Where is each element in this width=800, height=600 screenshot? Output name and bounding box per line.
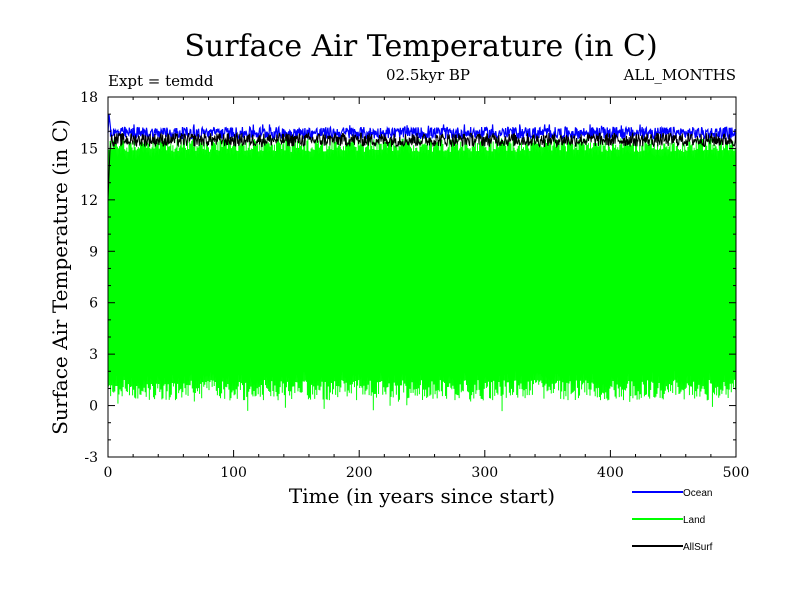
y-tick-label: 12: [80, 193, 98, 209]
x-tick-label: 100: [220, 465, 247, 481]
axis-layer: 0 100 200 300 400 500 -3 0 3 6 9 12 15 18: [80, 90, 749, 481]
y-tick-label: 15: [80, 141, 98, 157]
series-line-land: [107, 138, 737, 412]
y-axis-label: Surface Air Temperature (in C): [48, 119, 72, 435]
series-line-allsurf: [107, 131, 737, 200]
y-tick-label: 0: [89, 399, 98, 415]
experiment-label: Expt = temdd: [108, 72, 214, 90]
series-line-ocean: [107, 114, 737, 141]
x-axis-label: Time (in years since start): [289, 484, 555, 508]
y-tick-label: -3: [84, 450, 98, 466]
y-tick-label: 18: [80, 90, 98, 106]
x-tick-label: 500: [723, 465, 750, 481]
series-layer: [107, 114, 737, 412]
chart-title: Surface Air Temperature (in C): [184, 29, 657, 64]
y-tick-label: 3: [89, 347, 98, 363]
x-tick-label: 0: [104, 465, 113, 481]
x-tick-label: 400: [597, 465, 624, 481]
plot-frame: [107, 96, 737, 458]
legend-label-land: Land: [683, 515, 705, 526]
legend-label-ocean: Ocean: [683, 488, 712, 499]
legend-label-allsurf: AllSurf: [683, 542, 713, 553]
chart-subtitle: 02.5kyr BP: [386, 66, 470, 84]
y-tick-label: 9: [89, 244, 98, 260]
legend: Ocean Land AllSurf: [632, 488, 713, 553]
months-label: ALL_MONTHS: [623, 66, 736, 84]
x-tick-label: 200: [346, 465, 373, 481]
x-tick-label: 300: [471, 465, 498, 481]
y-tick-label: 6: [89, 296, 98, 312]
